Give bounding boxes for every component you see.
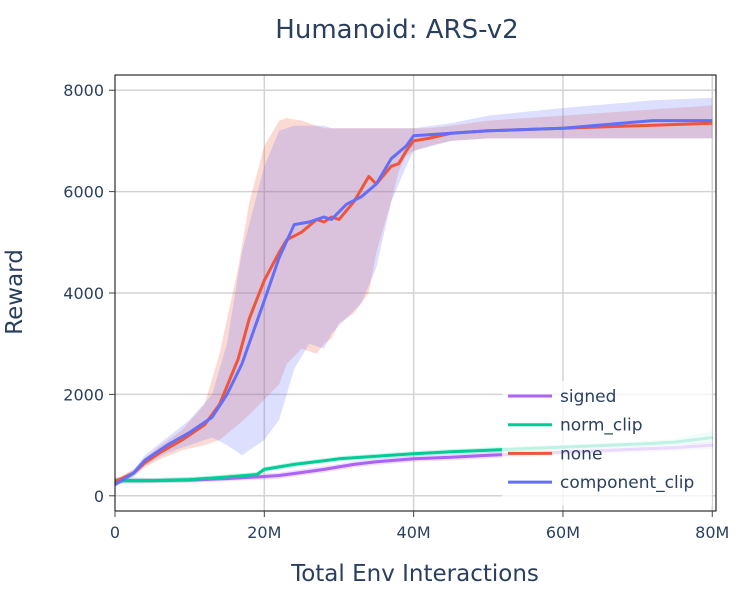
x-tick-label: 20M [247, 523, 281, 542]
band-component_clip [115, 97, 713, 487]
chart-title: Humanoid: ARS-v2 [275, 15, 518, 45]
x-tick-label: 60M [546, 523, 580, 542]
legend-label-none: none [560, 444, 602, 464]
x-axis-title: Total Env Interactions [290, 561, 539, 587]
band-none [115, 105, 713, 484]
x-tick-label: 0 [110, 523, 120, 542]
y-axis-title: Reward [2, 249, 28, 335]
y-tick-label: 4000 [63, 284, 104, 303]
x-tick-label: 80M [695, 523, 729, 542]
legend-background [502, 381, 712, 506]
y-tick-label: 6000 [63, 183, 104, 202]
axis-ticks: 0 20M 40M 60M 80M 0 2000 4000 6000 8000 [63, 81, 729, 542]
legend-label-signed: signed [560, 387, 616, 407]
x-tick-label: 40M [397, 523, 431, 542]
y-tick-label: 0 [94, 487, 104, 506]
y-tick-label: 2000 [63, 385, 104, 404]
legend-label-component_clip: component_clip [560, 473, 694, 493]
line-component_clip [114, 119, 713, 486]
legend-label-norm_clip: norm_clip [560, 416, 643, 436]
y-tick-label: 8000 [63, 81, 104, 100]
